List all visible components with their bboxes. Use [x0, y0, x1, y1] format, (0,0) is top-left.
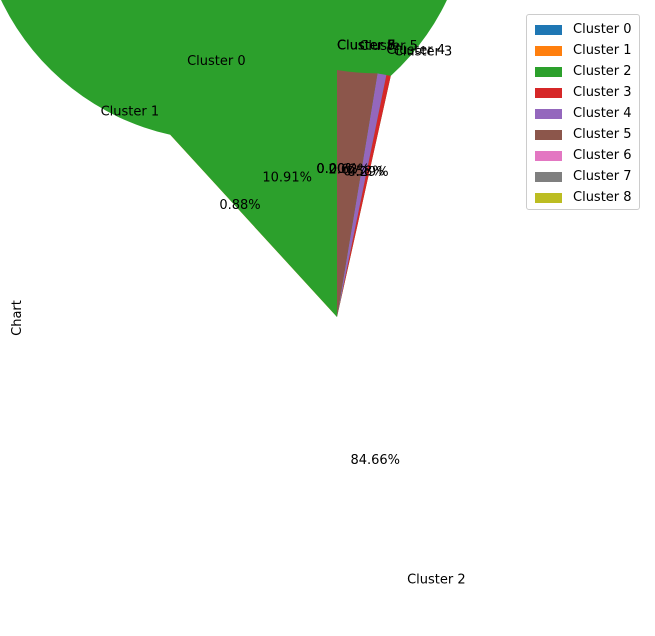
- y-axis-label: Chart: [10, 300, 25, 336]
- slice-label-7: Cluster 7: [337, 38, 396, 53]
- slice-label-5: Cluster 5: [359, 39, 418, 54]
- legend-swatch: [535, 66, 562, 77]
- pie-labels: Cluster 0 10.91% Cluster 1 0.88% Cluster 2 84…: [101, 38, 466, 587]
- slice-percent-6: 0.00%: [316, 162, 357, 177]
- legend-item: Cluster 6: [535, 147, 632, 164]
- slice-label-0: Cluster 0: [187, 54, 246, 69]
- slice-label-2: Cluster 2: [407, 573, 466, 588]
- legend-swatch: [535, 171, 562, 182]
- slice-percent-1: 0.88%: [219, 198, 260, 213]
- legend-label: Cluster 2: [573, 64, 632, 79]
- legend-swatch: [535, 108, 562, 119]
- legend-swatch: [535, 24, 562, 35]
- legend-label: Cluster 4: [573, 106, 632, 121]
- pie-slice-3: [337, 74, 391, 318]
- legend-item: Cluster 3: [535, 84, 632, 101]
- legend-label: Cluster 3: [573, 85, 632, 100]
- slice-label-1: Cluster 1: [101, 105, 160, 120]
- legend-label: Cluster 5: [573, 127, 632, 142]
- legend-swatch: [535, 45, 562, 56]
- legend-item: Cluster 7: [535, 168, 632, 185]
- legend-item: Cluster 5: [535, 126, 632, 143]
- slice-percent-7: 0.00%: [316, 162, 357, 177]
- legend-swatch: [535, 87, 562, 98]
- slice-percent-2: 84.66%: [350, 453, 400, 468]
- legend-item: Cluster 2: [535, 63, 632, 80]
- legend-swatch: [535, 129, 562, 140]
- legend-label: Cluster 8: [573, 190, 632, 205]
- slice-percent-3: 0.29%: [347, 165, 388, 180]
- slice-label-6: Cluster 6: [337, 38, 396, 53]
- legend-item: Cluster 1: [535, 42, 632, 59]
- legend-label: Cluster 1: [573, 43, 632, 58]
- pie-slices: [1, 0, 447, 318]
- legend-swatch: [535, 192, 562, 203]
- legend-item: Cluster 8: [535, 189, 632, 206]
- slice-percent-8: 0.00%: [316, 162, 357, 177]
- pie-slice-4: [337, 73, 387, 317]
- slice-percent-5: 2.62%: [329, 162, 370, 177]
- legend-label: Cluster 0: [573, 22, 632, 37]
- legend-label: Cluster 7: [573, 169, 632, 184]
- legend: Cluster 0 Cluster 1 Cluster 2 Cluster 3 Clus…: [526, 14, 640, 210]
- legend-swatch: [535, 150, 562, 161]
- slice-label-8: Cluster 8: [337, 38, 396, 53]
- pie-slice-5: [337, 70, 378, 317]
- slice-label-4: Cluster 4: [386, 43, 445, 58]
- slice-percent-0: 10.91%: [262, 170, 312, 185]
- pie-slice-2: [1, 0, 447, 317]
- slice-percent-4: 0.58%: [343, 164, 384, 179]
- legend-label: Cluster 6: [573, 148, 632, 163]
- slice-label-3: Cluster 3: [394, 44, 453, 59]
- legend-item: Cluster 0: [535, 21, 632, 38]
- legend-item: Cluster 4: [535, 105, 632, 122]
